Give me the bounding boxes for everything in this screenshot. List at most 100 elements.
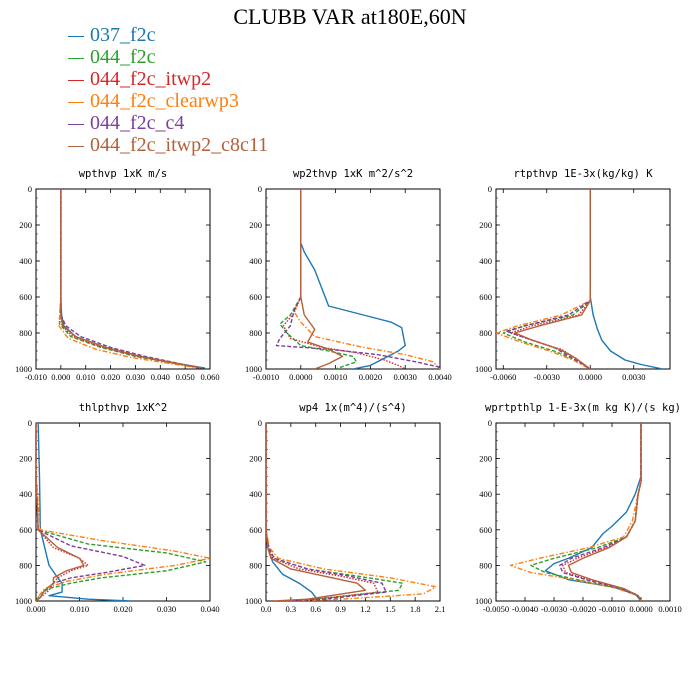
x-tick-label: 1.2 [360, 604, 371, 614]
legend-entry: 044_f2c [68, 46, 268, 68]
y-tick-label: 200 [19, 220, 32, 230]
y-tick-label: 400 [479, 489, 492, 499]
legend-line-swatch [68, 35, 84, 37]
x-tick-label: 0.050 [176, 372, 195, 382]
legend-label: 044_f2c_c4 [90, 112, 185, 134]
series-line [559, 423, 642, 601]
x-tick-label: 0.0 [261, 604, 272, 614]
x-tick-label: 0.9 [335, 604, 346, 614]
x-tick-label: -0.0030 [534, 372, 560, 382]
legend-label: 044_f2c_clearwp3 [90, 90, 239, 112]
x-tick-label: 0.010 [76, 372, 95, 382]
series-line [275, 189, 440, 368]
series-line [293, 189, 440, 369]
series-line [36, 423, 85, 601]
y-tick-label: 1000 [245, 596, 262, 606]
chart-panel: wpthvp 1xK m/s 0 200 400 600 800 1000-0.010 0.0… [15, 168, 220, 382]
x-tick-label: -0.0050 [483, 604, 509, 614]
legend-line-swatch [68, 123, 84, 125]
series-line [505, 189, 591, 369]
series-line [496, 189, 591, 369]
legend-line-swatch [68, 79, 84, 81]
legend-line-swatch [68, 57, 84, 59]
y-tick-label: 0 [258, 418, 262, 428]
x-tick-label: 0.020 [113, 604, 132, 614]
x-tick-label: 0.0030 [622, 372, 645, 382]
x-tick-label: 0.000 [51, 372, 70, 382]
y-tick-label: 800 [249, 328, 262, 338]
y-tick-label: 200 [249, 220, 262, 230]
panel-title: wpthvp 1xK m/s [79, 168, 168, 180]
y-tick-label: 1000 [475, 364, 492, 374]
legend-entry: 044_f2c_c4 [68, 112, 268, 134]
legend-entry: 044_f2c_itwp2_c8c11 [68, 134, 268, 156]
series-line [282, 189, 406, 369]
y-tick-label: 400 [19, 256, 32, 266]
y-tick-label: 600 [19, 292, 32, 302]
legend-line-swatch [68, 145, 84, 147]
page-title: CLUBB VAR at180E,60N [233, 4, 467, 29]
x-tick-label: 0.0020 [359, 372, 382, 382]
series-line [266, 423, 367, 601]
series-line [514, 189, 591, 369]
x-tick-label: -0.0040 [512, 604, 538, 614]
x-tick-label: 0.0000 [629, 604, 652, 614]
y-tick-label: 0 [258, 184, 262, 194]
legend-label: 044_f2c_itwp2 [90, 68, 212, 90]
series-line [266, 423, 317, 601]
x-tick-label: 0.030 [157, 604, 176, 614]
legend-label: 044_f2c_itwp2_c8c11 [90, 134, 269, 156]
series-line [266, 423, 404, 601]
y-tick-label: 200 [479, 454, 492, 464]
plot-frame [265, 422, 441, 602]
y-tick-label: 800 [19, 560, 32, 570]
y-tick-label: 600 [19, 525, 32, 535]
series-line [300, 189, 344, 369]
series-line [58, 189, 203, 369]
legend-line-swatch [68, 101, 84, 103]
x-tick-label: -0.0020 [570, 604, 596, 614]
series-line [300, 189, 406, 369]
x-tick-label: 0.060 [200, 372, 219, 382]
y-tick-label: 0 [28, 418, 32, 428]
x-tick-label: 0.040 [151, 372, 170, 382]
panel-title: wprtpthlp 1-E-3x(m kg K)/(s kg) [485, 402, 681, 414]
plot-frame [35, 422, 211, 602]
x-tick-label: 0.0000 [289, 372, 312, 382]
panel-title: wp2thvp 1xK m^2/s^2 [293, 168, 413, 180]
x-tick-label: 1.8 [410, 604, 421, 614]
x-tick-label: -0.0030 [541, 604, 567, 614]
series-line [60, 189, 203, 369]
series-line [530, 423, 642, 601]
panel-title: wp4 1x(m^4)/(s^4) [299, 402, 406, 414]
y-tick-label: 0 [488, 418, 492, 428]
series-line [36, 423, 210, 601]
series-line [266, 423, 379, 601]
x-tick-label: 0.000 [26, 604, 45, 614]
y-tick-label: 1000 [15, 364, 32, 374]
series-line [502, 189, 591, 369]
y-tick-label: 600 [479, 292, 492, 302]
series-line [567, 423, 642, 601]
x-tick-label: -0.010 [25, 372, 47, 382]
x-tick-label: 0.040 [200, 604, 219, 614]
y-tick-label: 600 [249, 525, 262, 535]
plot-frame [35, 188, 211, 370]
x-tick-label: 0.0000 [579, 372, 602, 382]
series-line [589, 189, 663, 369]
x-tick-label: -0.0010 [599, 604, 625, 614]
x-tick-label: -0.0010 [253, 372, 279, 382]
series-line [59, 189, 201, 369]
legend-entry: 037_f2c [68, 24, 268, 46]
series-line [36, 423, 89, 601]
y-tick-label: 400 [249, 489, 262, 499]
series-line [36, 423, 207, 601]
y-tick-label: 200 [19, 454, 32, 464]
y-tick-label: 400 [479, 256, 492, 266]
legend-label: 037_f2c [90, 24, 156, 46]
legend: 037_f2c 044_f2c 044_f2c_itwp2 044_f2c_clear… [68, 24, 268, 156]
series-line [509, 423, 642, 601]
y-tick-label: 600 [479, 525, 492, 535]
legend-entry: 044_f2c_itwp2 [68, 68, 268, 90]
